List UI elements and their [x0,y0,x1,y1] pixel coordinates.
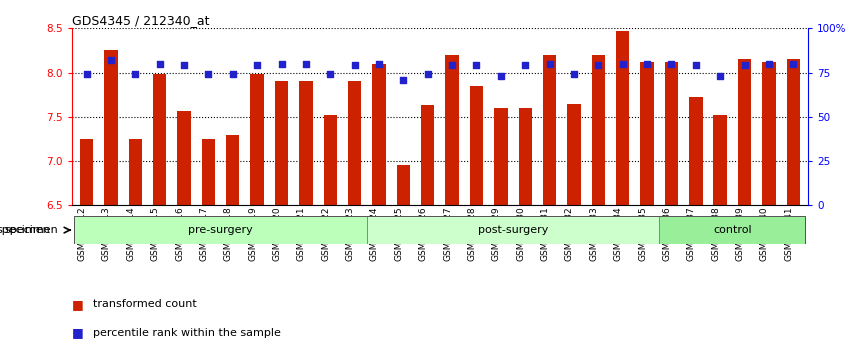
Point [421,72,435,77]
Bar [787,59,800,205]
Bar [348,81,361,205]
Point [665,61,678,67]
Point [591,63,605,68]
Point [323,72,337,77]
Bar [543,55,557,205]
Point [299,61,313,67]
Text: post-surgery: post-surgery [478,225,548,235]
Bar [470,86,483,205]
Point [226,72,239,77]
Text: control: control [713,225,752,235]
Text: specimen: specimen [4,225,58,235]
Bar [201,139,215,205]
Bar [616,31,629,205]
Bar [153,74,167,205]
Bar [738,59,751,205]
Point [80,72,93,77]
Bar [591,55,605,205]
Bar [713,115,727,205]
Bar [397,166,410,205]
Bar [275,81,288,205]
Text: ■: ■ [72,326,84,339]
Point [129,72,142,77]
Point [640,61,654,67]
Bar [659,216,805,244]
Bar [80,139,93,205]
Bar [640,62,654,205]
Point [519,63,532,68]
Point [787,61,800,67]
Point [616,61,629,67]
Point [372,61,386,67]
Bar [104,51,118,205]
Bar [445,55,459,205]
Bar [494,108,508,205]
Text: percentile rank within the sample: percentile rank within the sample [93,328,281,338]
Bar [250,74,264,205]
Text: ■: ■ [72,298,84,311]
Bar [178,110,190,205]
Point [445,63,459,68]
Point [397,77,410,82]
Point [275,61,288,67]
Text: GDS4345 / 212340_at: GDS4345 / 212340_at [72,14,210,27]
Point [348,63,361,68]
Bar [367,216,659,244]
Bar [226,135,239,205]
Point [738,63,751,68]
Bar [421,105,435,205]
Text: transformed count: transformed count [93,299,197,309]
Point [153,61,167,67]
Bar [519,108,532,205]
Point [104,57,118,63]
Bar [689,97,702,205]
Point [762,61,776,67]
Bar [568,103,580,205]
Point [201,72,215,77]
Point [470,63,483,68]
Bar [129,139,142,205]
Bar [323,115,337,205]
Text: pre-surgery: pre-surgery [188,225,253,235]
Point [543,61,557,67]
Point [250,63,264,68]
Bar [299,81,312,205]
Point [494,73,508,79]
Bar [74,216,367,244]
Bar [372,64,386,205]
Bar [762,62,776,205]
Bar [665,62,678,205]
Text: specimen: specimen [0,225,50,235]
Point [689,63,702,68]
Point [567,72,580,77]
Point [178,63,191,68]
Point [713,73,727,79]
